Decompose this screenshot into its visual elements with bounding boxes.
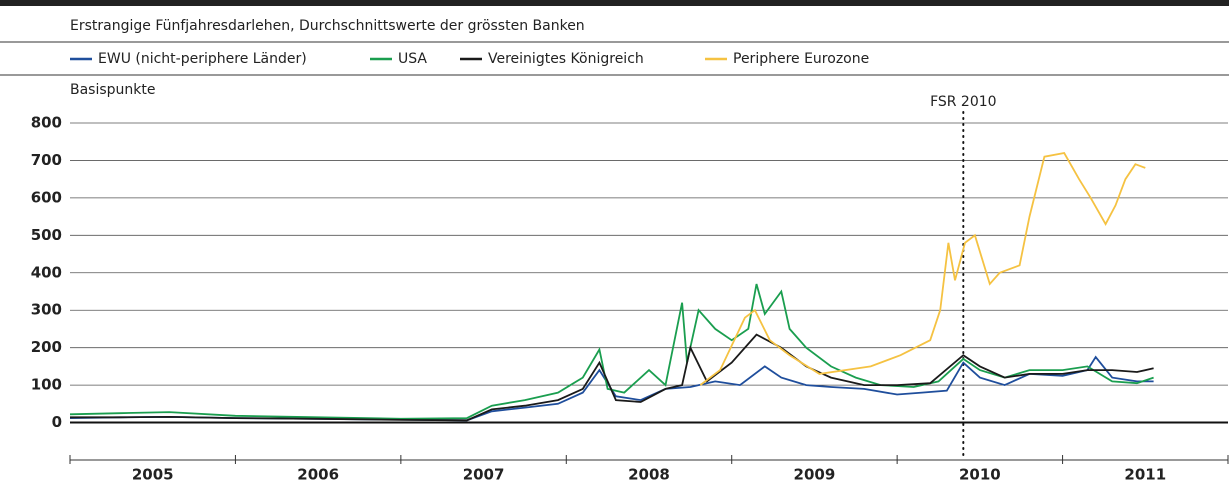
legend-label: Periphere Eurozone <box>733 51 869 67</box>
top-bar <box>0 0 1229 6</box>
x-tick-label: 2007 <box>463 466 505 484</box>
x-tick-label: 2011 <box>1124 466 1166 484</box>
x-tick-label: 2009 <box>794 466 836 484</box>
legend-label: Vereinigtes Königreich <box>488 51 644 67</box>
series-line <box>70 333 1154 422</box>
y-tick-label: 500 <box>31 226 62 244</box>
x-tick-label: 2005 <box>132 466 174 484</box>
y-tick-label: 0 <box>52 413 62 431</box>
x-tick-label: 2006 <box>297 466 339 484</box>
y-tick-label: 100 <box>31 376 62 394</box>
y-tick-label: 800 <box>31 114 62 132</box>
y-axis-label: Basispunkte <box>70 82 156 98</box>
subtitle: Erstrangige Fünfjahresdarlehen, Durchsch… <box>70 18 585 34</box>
y-tick-label: 300 <box>31 301 62 319</box>
x-tick-label: 2010 <box>959 466 1001 484</box>
y-tick-label: 700 <box>31 151 62 169</box>
y-tick-label: 400 <box>31 263 62 281</box>
legend-label: USA <box>398 51 427 67</box>
annotation: FSR 2010 <box>930 94 997 110</box>
series-line <box>69 283 1154 420</box>
x-tick-label: 2008 <box>628 466 670 484</box>
legend-label: EWU (nicht-periphere Länder) <box>98 51 307 67</box>
y-tick-label: 600 <box>31 188 62 206</box>
y-tick-label: 200 <box>31 338 62 356</box>
series-line <box>699 151 1146 386</box>
